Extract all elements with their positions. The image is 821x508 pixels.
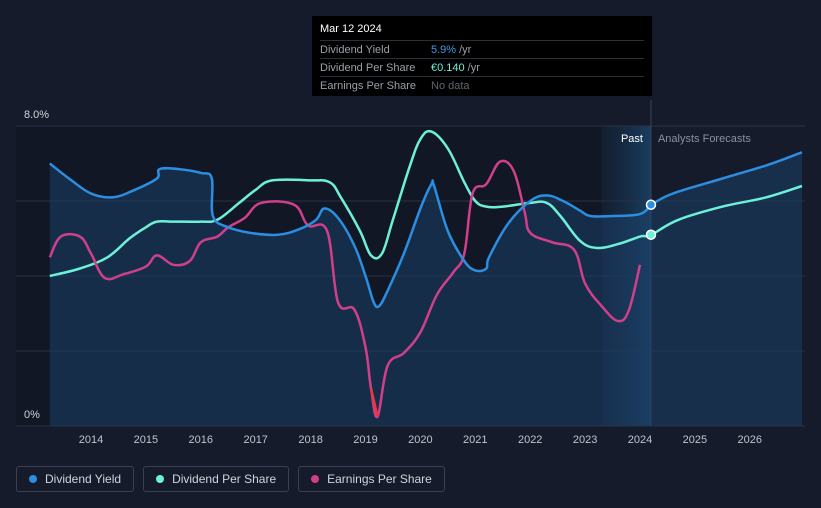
legend-label: Dividend Yield — [45, 472, 122, 486]
x-axis-tick-label: 2024 — [628, 434, 652, 446]
earnings-per-share-line — [48, 159, 642, 419]
x-axis-tick-label: 2017 — [243, 434, 267, 446]
tooltip-unit: /yr — [459, 43, 472, 56]
x-axis-tick-label: 2014 — [79, 434, 103, 446]
forecast-label: Analysts Forecasts — [658, 133, 751, 145]
x-axis-tick-label: 2015 — [134, 434, 158, 446]
x-axis-tick-label: 2025 — [683, 434, 707, 446]
legend-item-dividend-per-share[interactable]: Dividend Per Share — [143, 466, 290, 492]
legend: Dividend Yield Dividend Per Share Earnin… — [16, 466, 445, 492]
dividend-yield-forecast-line — [650, 151, 803, 206]
legend-label: Dividend Per Share — [172, 472, 277, 486]
x-axis-tick-label: 2026 — [738, 434, 762, 446]
tooltip-row-dividend-yield: Dividend Yield 5.9% /yr — [320, 40, 644, 58]
x-axis-tick-label: 2018 — [298, 434, 322, 446]
dividend-yield-area — [49, 152, 803, 427]
tooltip-label: Dividend Per Share — [320, 61, 416, 74]
highlight-point — [645, 199, 657, 210]
x-axis-tick-label: 2019 — [353, 434, 377, 446]
y-axis-label: 0% — [24, 409, 40, 421]
x-axis-tick-label: 2022 — [518, 434, 542, 446]
legend-item-dividend-yield[interactable]: Dividend Yield — [16, 466, 135, 492]
x-axis-tick-label: 2020 — [408, 434, 432, 446]
dot-icon — [156, 475, 165, 483]
x-axis-labels: 2014 2015 2016 2017 2018 2019 2020 2021 2022 2023… — [79, 434, 762, 446]
y-axis-labels: 8.0% 0% — [24, 109, 49, 421]
area-fills — [49, 152, 803, 427]
tooltip-value: 5.9% — [431, 43, 457, 56]
series-lines — [48, 129, 803, 419]
tooltip-row-dividend-per-share: Dividend Per Share €0.140 /yr — [320, 58, 644, 76]
legend-item-earnings-per-share[interactable]: Earnings Per Share — [298, 466, 445, 492]
tooltip-unit: /yr — [467, 61, 480, 74]
tooltip-value: €0.140 — [431, 61, 465, 74]
x-axis-tick-label: 2023 — [573, 434, 597, 446]
legend-label: Earnings Per Share — [327, 472, 432, 486]
highlight-point — [645, 229, 657, 240]
dot-icon — [311, 475, 320, 483]
earnings-negative-segment — [369, 388, 379, 417]
highlight-markers[interactable] — [645, 199, 657, 240]
region-labels: Past Analysts Forecasts — [621, 133, 751, 145]
tooltip-label: Earnings Per Share — [320, 79, 416, 92]
dividend-per-share-line — [49, 129, 803, 278]
x-axis-tick-label: 2021 — [463, 434, 487, 446]
tooltip-value: No data — [431, 79, 470, 92]
dividend-yield-line — [49, 162, 652, 309]
past-label: Past — [621, 133, 643, 145]
dot-icon — [29, 475, 37, 483]
y-axis-label: 8.0% — [24, 109, 49, 121]
x-axis-tick-label: 2016 — [189, 434, 213, 446]
tooltip-label: Dividend Yield — [320, 43, 390, 56]
tooltip: Mar 12 2024 Dividend Yield 5.9% /yr Divi… — [312, 16, 652, 96]
tooltip-date: Mar 12 2024 — [320, 23, 382, 35]
tooltip-row-earnings-per-share: Earnings Per Share No data — [320, 76, 644, 94]
